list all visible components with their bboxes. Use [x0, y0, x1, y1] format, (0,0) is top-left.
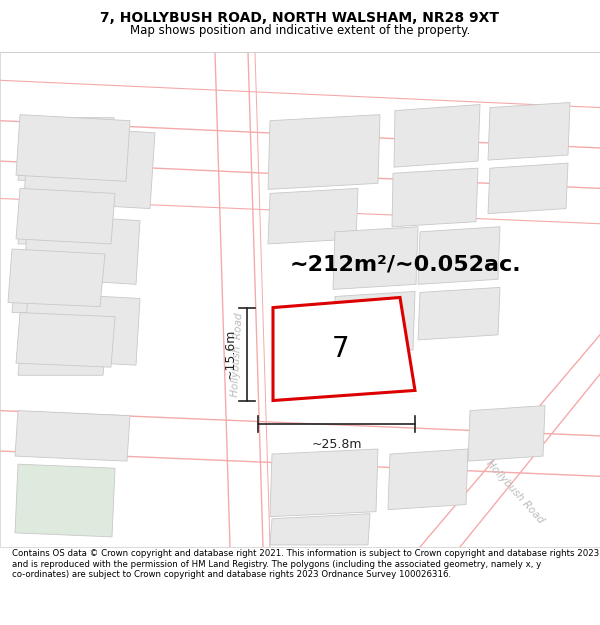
- Polygon shape: [333, 291, 415, 355]
- Text: ~212m²/~0.052ac.: ~212m²/~0.052ac.: [290, 254, 521, 274]
- Polygon shape: [418, 227, 500, 284]
- Polygon shape: [333, 227, 418, 289]
- Polygon shape: [12, 252, 97, 312]
- Polygon shape: [468, 406, 545, 461]
- Polygon shape: [388, 449, 468, 509]
- Polygon shape: [270, 514, 370, 545]
- Polygon shape: [8, 249, 105, 307]
- Polygon shape: [18, 118, 114, 180]
- Text: Contains OS data © Crown copyright and database right 2021. This information is : Contains OS data © Crown copyright and d…: [12, 549, 599, 579]
- Polygon shape: [16, 188, 115, 244]
- Polygon shape: [16, 114, 130, 181]
- Polygon shape: [394, 104, 480, 167]
- Polygon shape: [15, 464, 115, 537]
- Text: 7: 7: [331, 335, 349, 363]
- Text: Map shows position and indicative extent of the property.: Map shows position and indicative extent…: [130, 24, 470, 38]
- Polygon shape: [273, 298, 415, 401]
- Polygon shape: [268, 188, 358, 244]
- Polygon shape: [392, 168, 478, 227]
- Text: ~25.8m: ~25.8m: [311, 438, 362, 451]
- Text: Hollybush  Road: Hollybush Road: [230, 312, 244, 398]
- Polygon shape: [270, 449, 378, 517]
- Polygon shape: [18, 188, 114, 244]
- Polygon shape: [268, 114, 380, 189]
- Polygon shape: [418, 288, 500, 340]
- Text: 7, HOLLYBUSH ROAD, NORTH WALSHAM, NR28 9XT: 7, HOLLYBUSH ROAD, NORTH WALSHAM, NR28 9…: [101, 11, 499, 26]
- Polygon shape: [24, 292, 140, 365]
- Polygon shape: [18, 320, 108, 375]
- Polygon shape: [24, 125, 155, 209]
- Polygon shape: [24, 214, 140, 284]
- Polygon shape: [16, 312, 115, 367]
- Polygon shape: [488, 102, 570, 160]
- Text: Hollybush Road: Hollybush Road: [484, 458, 546, 525]
- Text: ~15.6m: ~15.6m: [224, 329, 237, 379]
- Polygon shape: [15, 411, 130, 461]
- Polygon shape: [488, 163, 568, 214]
